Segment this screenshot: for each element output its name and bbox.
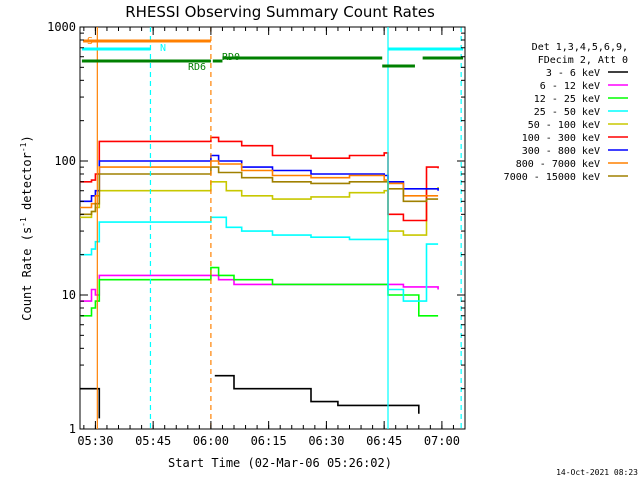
chart-title: RHESSI Observing Summary Count Rates: [125, 3, 435, 21]
legend-label: 7000 - 15000 keV: [504, 172, 600, 183]
status-bar-layer: S N RD6 RD0: [81, 36, 464, 73]
footer-date: 14-Oct-2021 08:23: [556, 468, 638, 477]
x-tick-label: 05:30: [77, 434, 113, 448]
series-line: [80, 166, 439, 216]
x-tick-label: 05:45: [135, 434, 171, 448]
series-line: [80, 154, 439, 203]
status-label: RD0: [222, 52, 240, 63]
x-tick-label: 06:15: [251, 434, 287, 448]
legend-label: 3 - 6 keV: [546, 68, 600, 79]
x-tick-label: 06:00: [193, 434, 229, 448]
x-tick-label: 06:30: [308, 434, 344, 448]
series-line: [80, 387, 101, 419]
y-tick-label: 100: [54, 154, 76, 168]
series-line: [214, 374, 420, 414]
status-label: S: [87, 36, 93, 47]
legend-label: 300 - 800 keV: [522, 146, 600, 157]
y-tick-label: 10: [62, 288, 76, 302]
legend: Det 1,3,4,5,6,9, FDecim 2, Att 0 3 - 6 keV…: [504, 42, 628, 183]
status-label: N: [160, 43, 166, 54]
y-tick-label: 1000: [47, 20, 76, 34]
series-line: [80, 160, 439, 209]
series-line: [80, 181, 439, 236]
x-tick-label: 07:00: [424, 434, 460, 448]
series-line: [80, 216, 439, 302]
legend-label: 12 - 25 keV: [534, 94, 600, 105]
x-axis: 05:30 05:45 06:00 06:15 06:30 06:45 07:00: [77, 27, 460, 448]
y-tick-label: 1: [69, 422, 76, 436]
plot-frame: [79, 26, 466, 430]
legend-label: 50 - 100 keV: [528, 120, 600, 131]
legend-label: 6 - 12 keV: [540, 81, 600, 92]
legend-label: 100 - 300 keV: [522, 133, 600, 144]
legend-label: 800 - 7000 keV: [516, 159, 600, 170]
x-axis-label: Start Time (02-Mar-06 05:26:02): [168, 456, 392, 470]
legend-header: FDecim 2, Att 0: [538, 55, 628, 66]
legend-header: Det 1,3,4,5,6,9,: [532, 42, 628, 53]
series-layer: [80, 136, 439, 419]
y-axis: 1 10 100 1000: [47, 20, 465, 436]
y-axis-label: Count Rate (s-1 detector-1): [19, 135, 34, 320]
legend-label: 25 - 50 keV: [534, 107, 600, 118]
vline-layer: [96, 27, 462, 429]
series-line: [80, 136, 439, 222]
x-tick-label: 06:45: [366, 434, 402, 448]
status-label: RD6: [188, 62, 206, 73]
